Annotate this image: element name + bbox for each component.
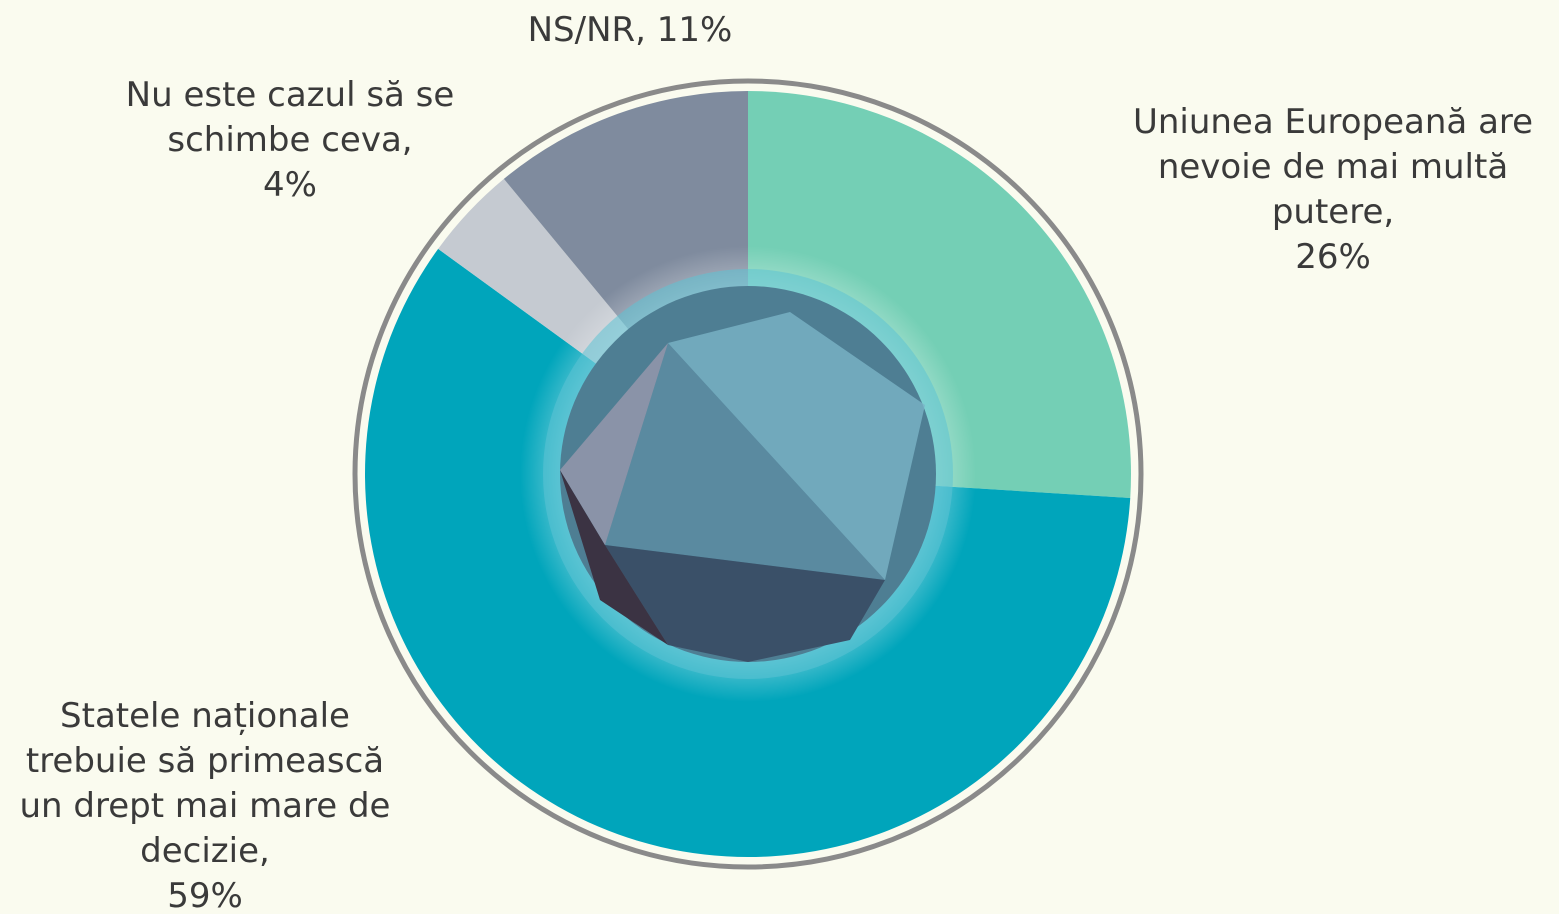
slice-label: NS/NR, 11% xyxy=(460,8,800,53)
slice-label: Nu este cazul să se schimbe ceva,4% xyxy=(125,73,455,208)
slice-label: Uniunea Europeană are nevoie de mai mult… xyxy=(1108,100,1558,280)
value-label: 11% xyxy=(657,10,733,50)
category-label: Uniunea Europeană are nevoie de mai mult… xyxy=(1108,100,1558,235)
slice-label: Statele naționale trebuie să primească u… xyxy=(5,694,405,914)
category-label: Statele naționale trebuie să primească u… xyxy=(5,694,405,874)
value-label: 4% xyxy=(125,163,455,208)
value-label: 59% xyxy=(5,874,405,914)
category-label: Nu este cazul să se schimbe ceva, xyxy=(125,73,455,163)
category-label: NS/NR, xyxy=(528,10,646,50)
chart: Uniunea Europeană are nevoie de mai mult… xyxy=(0,0,1559,914)
value-label: 26% xyxy=(1108,235,1558,280)
